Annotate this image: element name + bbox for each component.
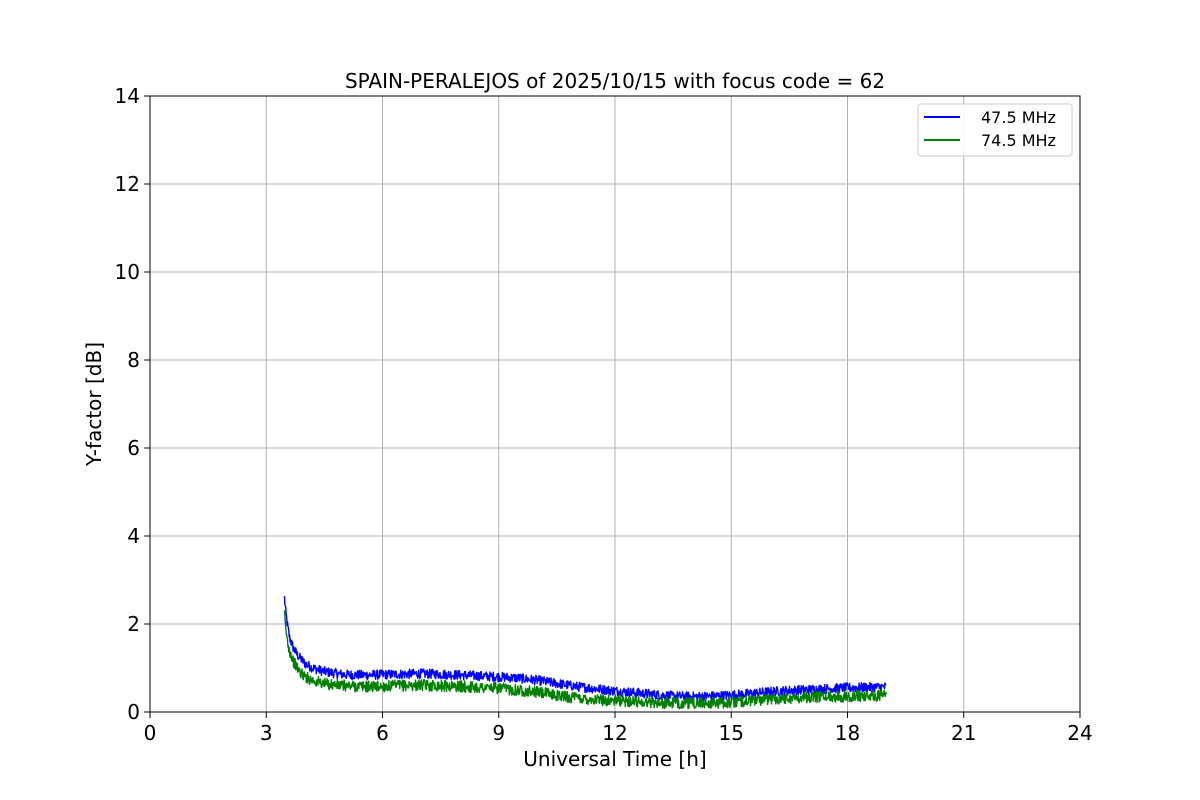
x-tick-label: 18: [835, 721, 860, 745]
x-tick-label: 9: [492, 721, 505, 745]
x-tick-label: 21: [951, 721, 976, 745]
y-tick-label: 10: [115, 260, 140, 284]
x-tick-label: 6: [376, 721, 389, 745]
x-tick-label: 0: [144, 721, 157, 745]
x-tick-label: 15: [719, 721, 744, 745]
y-tick-label: 6: [127, 436, 140, 460]
y-tick-label: 12: [115, 172, 140, 196]
legend-label-47-5-mhz: 47.5 MHz: [981, 108, 1056, 127]
series-line-74-5-mhz: [283, 610, 887, 710]
x-axis-label: Universal Time [h]: [523, 747, 706, 771]
y-tick-label: 14: [115, 84, 140, 108]
y-tick-label: 2: [127, 612, 140, 636]
grid: [150, 96, 1080, 712]
x-tick-label: 24: [1067, 721, 1092, 745]
y-tick-label: 0: [127, 700, 140, 724]
legend: 47.5 MHz 74.5 MHz: [917, 103, 1073, 157]
x-tick-label: 12: [602, 721, 627, 745]
y-axis-label: Y-factor [dB]: [82, 342, 106, 467]
plot-area: [283, 596, 887, 710]
series-line-47-5-mhz: [283, 596, 887, 702]
y-tick-label: 8: [127, 348, 140, 372]
y-tick-label: 4: [127, 524, 140, 548]
chart-title: SPAIN-PERALEJOS of 2025/10/15 with focus…: [345, 69, 885, 93]
x-tick-label: 3: [260, 721, 273, 745]
legend-label-74-5-mhz: 74.5 MHz: [981, 131, 1056, 150]
